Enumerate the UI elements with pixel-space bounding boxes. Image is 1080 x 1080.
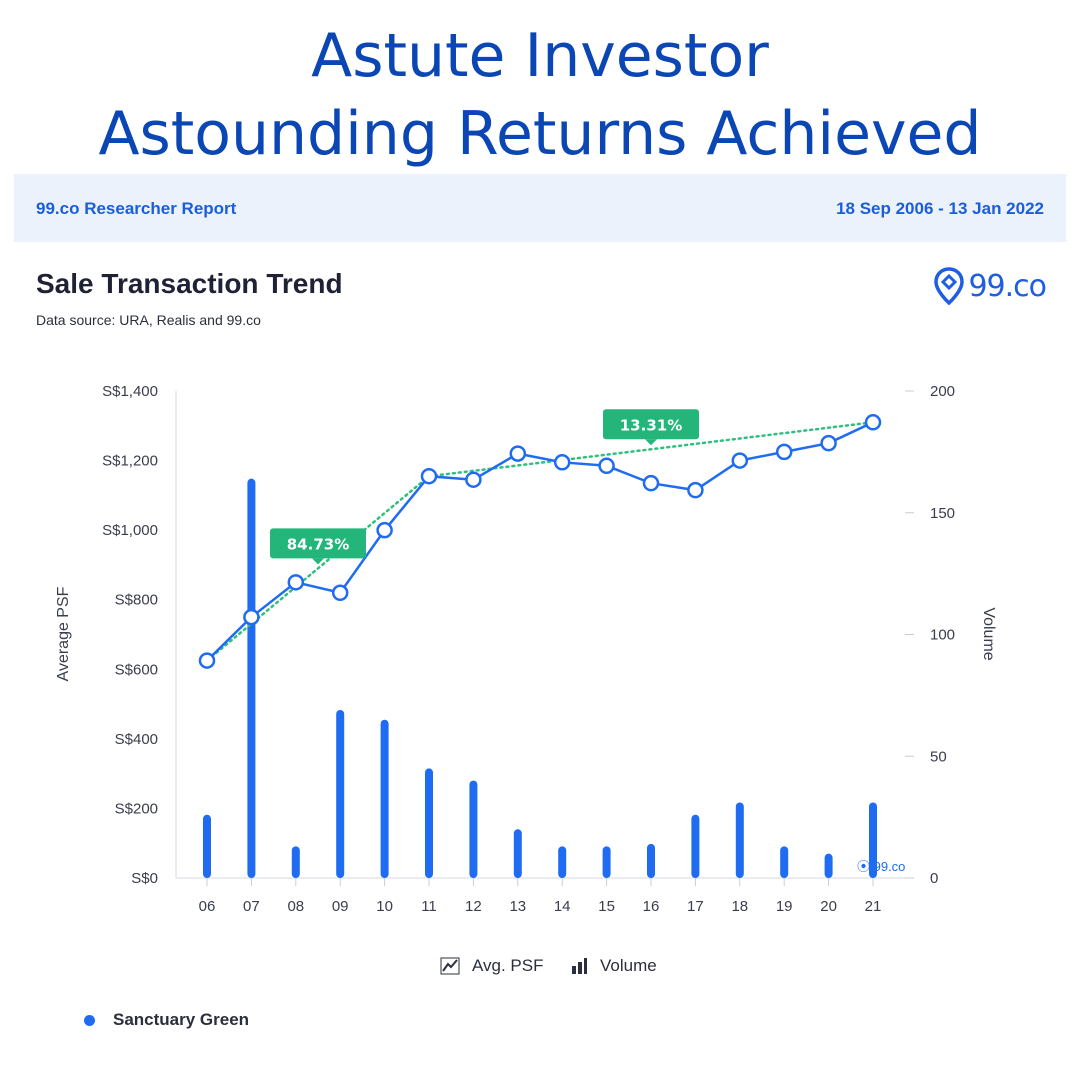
- growth-badge-pointer: [312, 558, 324, 565]
- series-dot: [84, 1014, 95, 1026]
- headline-line-2: Astounding Returns Achieved: [98, 99, 982, 169]
- y-left-tick-label: S$1,400: [102, 383, 158, 400]
- volume-bar: [469, 780, 478, 878]
- x-tick-label: 07: [243, 898, 260, 915]
- avg-psf-point: [420, 467, 438, 485]
- volume-bar: [824, 853, 833, 878]
- x-tick-label: 20: [820, 898, 837, 915]
- growth-badge-pointer: [645, 439, 657, 446]
- avg-psf-point: [243, 608, 260, 626]
- volume-bar: [247, 478, 256, 878]
- growth-badge-label: 13.31%: [620, 416, 682, 434]
- x-tick-label: 11: [421, 898, 437, 915]
- growth-badge: [270, 528, 366, 559]
- chart-source: Data source: URA, Realis and 99.co: [36, 312, 261, 328]
- y-right-tick-label: 200: [930, 383, 955, 400]
- trend-line: [205, 474, 431, 662]
- headline-line-1: Astute Investor: [311, 21, 769, 91]
- x-tick-label: 14: [554, 898, 571, 915]
- y-left-tick-label: S$200: [115, 800, 158, 817]
- y-left-tick-label: S$800: [115, 592, 158, 609]
- volume-bar: [203, 814, 211, 878]
- avg-psf-point: [598, 457, 615, 475]
- brand-name: 99.co: [968, 268, 1047, 304]
- growth-badge: [603, 409, 699, 440]
- avg-psf-point: [864, 414, 882, 431]
- volume-bar: [425, 768, 433, 878]
- volume-bar: [602, 846, 611, 878]
- series-key: Sanctuary Green: [84, 1010, 249, 1030]
- volume-bar: [691, 814, 700, 878]
- avg-psf-point: [775, 443, 793, 461]
- y-left-tick-label: S$0: [131, 870, 158, 887]
- volume-bar: [869, 802, 877, 878]
- volume-bar: [336, 709, 345, 878]
- x-tick-label: 16: [643, 898, 660, 915]
- map-pin-icon: [934, 267, 965, 305]
- chart-watermark: ⦿ 99.co: [857, 859, 905, 874]
- avg-psf-point: [642, 474, 660, 492]
- y-right-tick-label: 50: [930, 748, 947, 765]
- x-tick-label: 09: [332, 898, 349, 915]
- chart-title: Sale Transaction Trend: [36, 268, 343, 299]
- legend-volume-label: Volume: [600, 956, 657, 975]
- volume-bar: [735, 802, 744, 878]
- series-key-label: Sanctuary Green: [113, 1010, 250, 1029]
- x-tick-label: 17: [687, 898, 704, 915]
- avg-psf-point: [509, 445, 527, 462]
- volume-bar: [647, 843, 655, 878]
- y-right-tick-label: 0: [930, 870, 938, 887]
- volume-bar: [558, 846, 567, 878]
- x-tick-label: 10: [376, 898, 393, 915]
- x-tick-label: 08: [287, 898, 304, 915]
- legend-avg-psf[interactable]: Avg. PSF: [440, 956, 544, 976]
- avg-psf-point: [331, 584, 349, 602]
- y-right-tick-label: 150: [930, 505, 955, 522]
- brand-logo: 99.co: [934, 264, 1047, 308]
- x-tick-label: 13: [509, 898, 526, 915]
- growth-badge-label: 84.73%: [287, 535, 349, 553]
- avg-psf-line: [206, 421, 874, 662]
- report-name: 99.co Researcher Report: [36, 199, 237, 218]
- x-tick-label: 15: [598, 898, 615, 915]
- report-date-range: 18 Sep 2006 - 13 Jan 2022: [836, 199, 1044, 218]
- bar-chart-icon: [572, 958, 587, 974]
- y-right-tick-label: 100: [930, 627, 955, 644]
- y-right-axis-title: Volume: [980, 607, 997, 660]
- x-tick-label: 21: [865, 898, 882, 915]
- x-tick-label: 12: [465, 898, 482, 915]
- volume-bar: [780, 846, 789, 878]
- trend-line: [427, 421, 875, 478]
- avg-psf-point: [465, 471, 482, 488]
- y-left-tick-label: S$1,000: [102, 522, 158, 539]
- y-left-tick-label: S$1,200: [102, 453, 158, 470]
- x-tick-label: 19: [776, 898, 793, 915]
- legend-avg-psf-label: Avg. PSF: [472, 956, 544, 975]
- avg-psf-point: [687, 481, 704, 499]
- avg-psf-point: [820, 434, 837, 452]
- x-tick-label: 18: [731, 898, 748, 915]
- avg-psf-point: [731, 452, 749, 469]
- line-chart-icon: [440, 957, 460, 975]
- avg-psf-point: [198, 652, 216, 669]
- volume-bar: [380, 719, 389, 878]
- avg-psf-point: [287, 574, 305, 591]
- avg-psf-point: [553, 454, 571, 471]
- sale-trend-chart: S$0 S$200 S$400 S$600 S$800 S$1,000 S$1,200 S$1…: [55, 383, 997, 915]
- volume-bar: [513, 829, 522, 878]
- report-bar: 99.co Researcher Report 18 Sep 2006 - 13…: [14, 174, 1066, 242]
- y-left-tick-label: S$400: [115, 731, 158, 748]
- x-tick-label: 06: [199, 898, 216, 915]
- legend-volume[interactable]: Volume: [570, 956, 657, 976]
- y-left-tick-label: S$600: [115, 661, 158, 678]
- volume-bar: [291, 846, 300, 878]
- avg-psf-point: [376, 521, 393, 539]
- y-left-axis-title: Average PSF: [55, 586, 72, 681]
